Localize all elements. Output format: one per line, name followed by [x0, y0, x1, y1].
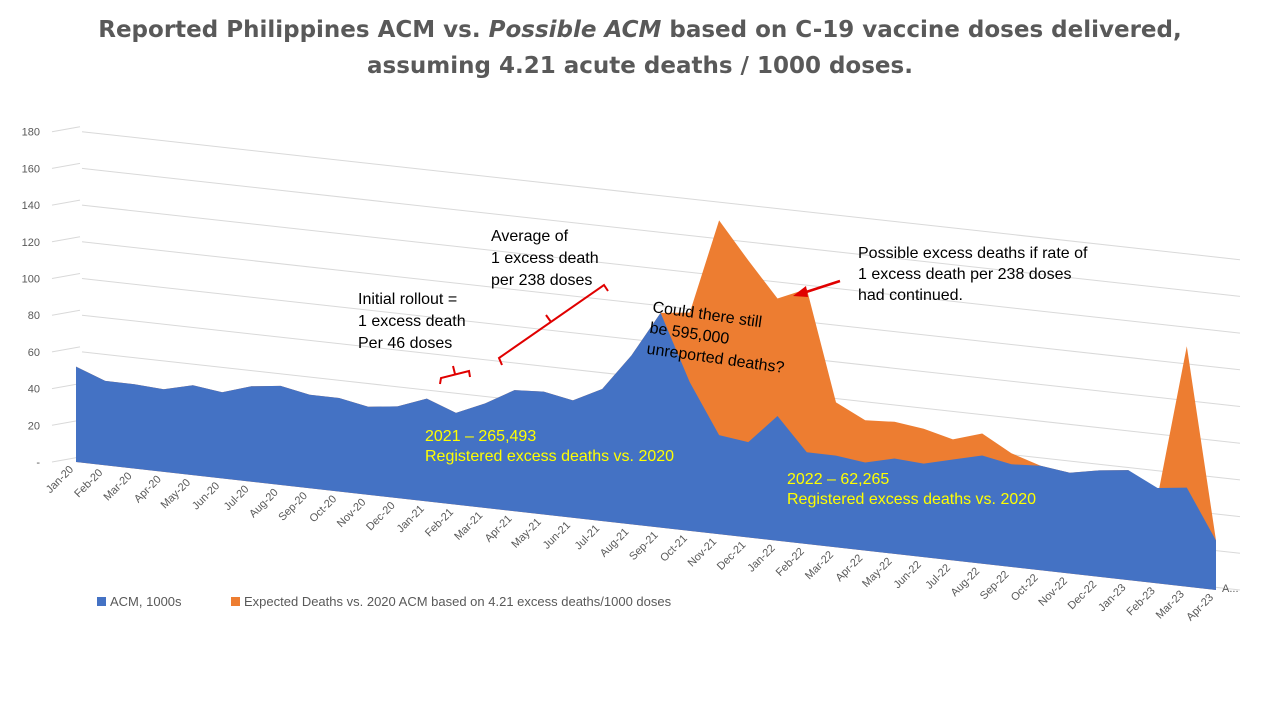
- x-tick-label: Dec-20: [364, 500, 398, 534]
- y-tick-connector: [51, 199, 81, 206]
- y-tick-connector: [51, 309, 81, 316]
- annotation-possible-excess-line: Possible excess deaths if rate of: [858, 245, 1088, 262]
- annotation-initial-rollout-line: Per 46 doses: [358, 335, 452, 352]
- gridline: [81, 204, 1241, 334]
- annotation-excess-2022: 2022 – 62,265 Registered excess deaths vs…: [787, 471, 1036, 508]
- title-italic-part: Possible ACM: [488, 17, 662, 43]
- y-tick-connector: [51, 346, 81, 353]
- x-tick-label: Apr-20: [132, 473, 164, 505]
- y-tick-connector: [51, 383, 81, 390]
- y-tick-label: 140: [22, 200, 40, 212]
- x-tick-label: Jul-20: [222, 483, 252, 513]
- gridline: [81, 241, 1241, 371]
- gridline: [81, 167, 1241, 297]
- x-tick-label: Apr-23: [1184, 592, 1216, 624]
- y-tick-connector: [51, 419, 81, 426]
- x-tick-label: Mar-23: [1154, 588, 1187, 621]
- y-tick-connector: [51, 273, 81, 279]
- x-tick-label: Oct-22: [1009, 572, 1041, 604]
- bracket-initial-rollout: [439, 369, 471, 385]
- annotation-excess-2022-line: 2022 – 62,265: [787, 471, 889, 488]
- x-tick-label: Jan-20: [44, 464, 76, 496]
- x-tick-label: Mar-21: [452, 510, 485, 543]
- y-tick-label: 20: [28, 420, 40, 432]
- annotation-excess-2021-line: 2021 – 265,493: [425, 428, 536, 445]
- x-tick-label: Apr-22: [834, 552, 866, 584]
- x-tick-label: Jan-22: [745, 542, 777, 574]
- x-tick-label: Jul-22: [923, 562, 953, 592]
- y-tick-connector: [51, 236, 81, 243]
- y-tick-connector: [51, 162, 81, 169]
- y-tick-label: -: [36, 457, 40, 469]
- x-tick-label: Dec-21: [715, 539, 749, 573]
- x-tick-label-extra: A...: [1222, 583, 1239, 595]
- annotation-possible-excess: Possible excess deaths if rate of 1 exces…: [858, 245, 1088, 304]
- chart-title-line1: Reported Philippines ACM vs. Possible AC…: [98, 17, 1182, 43]
- gridline: [81, 131, 1241, 261]
- legend-swatch-acm: [97, 597, 106, 606]
- annotation-initial-rollout-line: Initial rollout =: [358, 291, 457, 308]
- legend-label-acm: ACM, 1000s: [110, 594, 182, 609]
- y-tick-label: 60: [28, 347, 40, 359]
- y-tick-connector: [51, 456, 81, 463]
- x-tick-label: Jan-23: [1096, 582, 1128, 614]
- annotation-excess-2021-line: Registered excess deaths vs. 2020: [425, 448, 674, 465]
- annotation-possible-excess-line: had continued.: [858, 287, 963, 304]
- x-tick-label: Mar-20: [101, 470, 134, 503]
- y-tick-label: 180: [22, 127, 40, 139]
- x-tick-label: Sep-20: [276, 490, 310, 524]
- x-tick-label: Oct-20: [307, 493, 339, 525]
- chart-title-line2: assuming 4.21 acute deaths / 1000 doses.: [367, 53, 913, 79]
- annotation-average-line: Average of: [491, 228, 569, 245]
- y-tick-label: 120: [22, 237, 40, 249]
- plot-areas: [76, 220, 1216, 590]
- arrow-possible-excess-head: [793, 286, 808, 297]
- legend-swatch-expected: [231, 597, 240, 606]
- x-tick-label: Jun-20: [190, 480, 222, 512]
- x-tick-label: Apr-21: [483, 513, 515, 545]
- y-tick-connector: [51, 126, 81, 133]
- x-tick-label: Jun-22: [892, 559, 924, 591]
- x-tick-label: Jun-21: [541, 519, 573, 551]
- annotation-average-line: per 238 doses: [491, 272, 592, 289]
- series-area-acm: [76, 312, 1216, 590]
- y-tick-label: 80: [28, 310, 40, 322]
- x-tick-label: May-22: [860, 556, 894, 590]
- x-tick-label: Jul-21: [573, 523, 603, 553]
- annotation-excess-2022-line: Registered excess deaths vs. 2020: [787, 491, 1036, 508]
- legend-label-expected: Expected Deaths vs. 2020 ACM based on 4.…: [244, 594, 672, 609]
- annotation-excess-2021: 2021 – 265,493 Registered excess deaths v…: [425, 428, 674, 465]
- annotation-possible-excess-line: 1 excess death per 238 doses: [858, 266, 1071, 283]
- x-tick-label: Sep-21: [627, 529, 661, 563]
- y-tick-label: 100: [22, 274, 40, 286]
- x-tick-label: Jan-21: [395, 503, 427, 535]
- y-tick-label: 160: [22, 163, 40, 175]
- legend: ACM, 1000s Expected Deaths vs. 2020 ACM b…: [97, 594, 672, 609]
- bracket-initial-rollout-tick: [452, 365, 456, 375]
- chart-title: Reported Philippines ACM vs. Possible AC…: [0, 12, 1280, 84]
- annotation-initial-rollout-line: 1 excess death: [358, 313, 466, 330]
- y-axis: - 20 40 60 80 100 120 140 160 180: [22, 126, 81, 469]
- y-tick-label: 40: [28, 384, 40, 396]
- annotation-average-line: 1 excess death: [491, 250, 599, 267]
- x-tick-label: Oct-21: [658, 533, 690, 565]
- x-tick-label: Mar-22: [803, 549, 836, 582]
- annotation-initial-rollout: Initial rollout = 1 excess death Per 46 do…: [358, 291, 466, 352]
- x-tick-label: Sep-22: [978, 569, 1012, 603]
- bracket-average-tick: [545, 314, 552, 323]
- annotation-average: Average of 1 excess death per 238 doses: [491, 228, 599, 289]
- annotations: Initial rollout = 1 excess death Per 46 do…: [358, 228, 1088, 508]
- x-tick-label: Dec-22: [1066, 579, 1100, 613]
- bracket-average: [497, 283, 609, 366]
